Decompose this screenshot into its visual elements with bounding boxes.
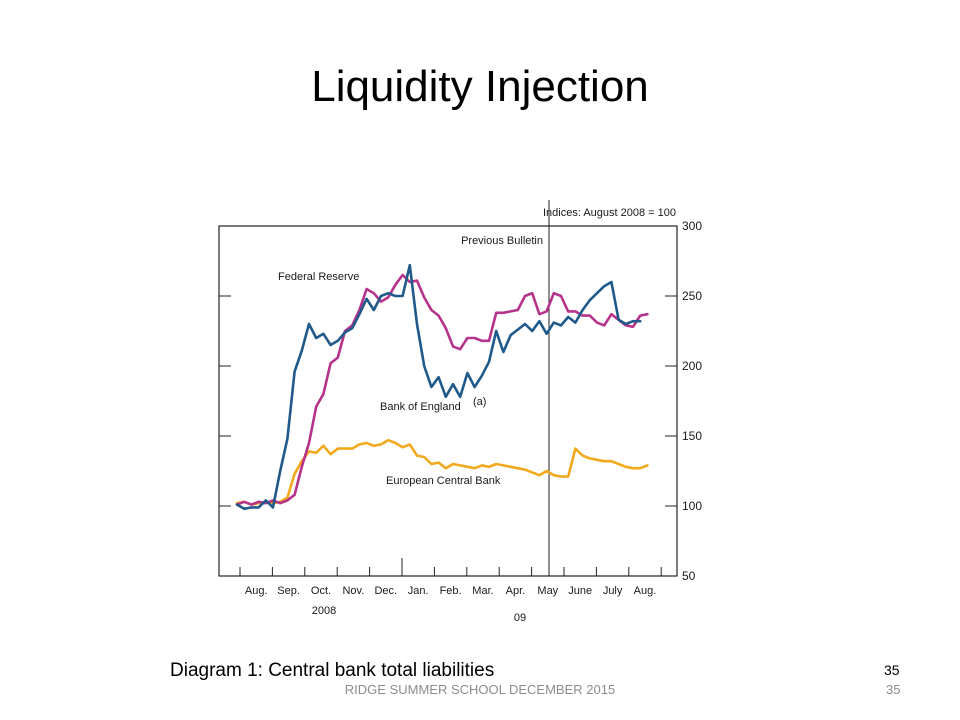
x-tick-label: Sep. <box>277 585 300 597</box>
year-label-2008: 2008 <box>312 605 336 617</box>
chart-frame <box>218 200 678 577</box>
units-label: Indices: August 2008 = 100 <box>543 207 676 219</box>
year-label-2009: 09 <box>514 612 526 624</box>
footer-page-number: 35 <box>886 682 901 697</box>
y-tick-label: 150 <box>682 429 702 443</box>
y-tick-label: 50 <box>682 569 696 583</box>
european-central-bank-line <box>235 438 649 506</box>
x-tick-label: Aug. <box>634 585 657 597</box>
y-tick-label: 250 <box>682 289 702 303</box>
x-tick-label: June <box>568 585 592 597</box>
y-tick-label: 300 <box>682 219 702 233</box>
federal-reserve-line <box>235 273 649 506</box>
plot-border <box>218 225 678 577</box>
x-tick-label: Nov. <box>342 585 364 597</box>
previous-bulletin-label: Previous Bulletin <box>461 235 543 247</box>
x-tick-label: Jan. <box>408 585 429 597</box>
x-tick-label: Aug. <box>245 585 268 597</box>
x-tick-label: Oct. <box>311 585 331 597</box>
series-lines <box>235 263 649 511</box>
chart-caption: Diagram 1: Central bank total liabilitie… <box>170 660 495 681</box>
x-tick-label: Dec. <box>374 585 397 597</box>
x-tick-label: Feb. <box>440 585 462 597</box>
axis-ticks <box>219 225 677 577</box>
y-tick-label: 200 <box>682 359 702 373</box>
bank-of-england-line <box>235 263 642 511</box>
x-tick-label: July <box>603 585 623 597</box>
series-label-bank-of-england: Bank of England <box>380 401 461 413</box>
page-number: 35 <box>884 662 900 678</box>
chart-labels: 300 250 200 150 100 50 Aug. Sep. Oct. Nov. Dec. Jan… <box>245 207 702 624</box>
series-label-federal-reserve: Federal Reserve <box>278 271 359 283</box>
x-tick-label: Mar. <box>472 585 493 597</box>
x-tick-label: May <box>537 585 558 597</box>
slide-title: Liquidity Injection <box>311 62 649 111</box>
y-tick-label: 100 <box>682 499 702 513</box>
series-label-footnote: (a) <box>473 396 486 408</box>
footer-text: RIDGE SUMMER SCHOOL DECEMBER 2015 <box>344 682 616 697</box>
series-label-ecb: European Central Bank <box>386 475 501 487</box>
x-tick-label: Apr. <box>506 585 526 597</box>
